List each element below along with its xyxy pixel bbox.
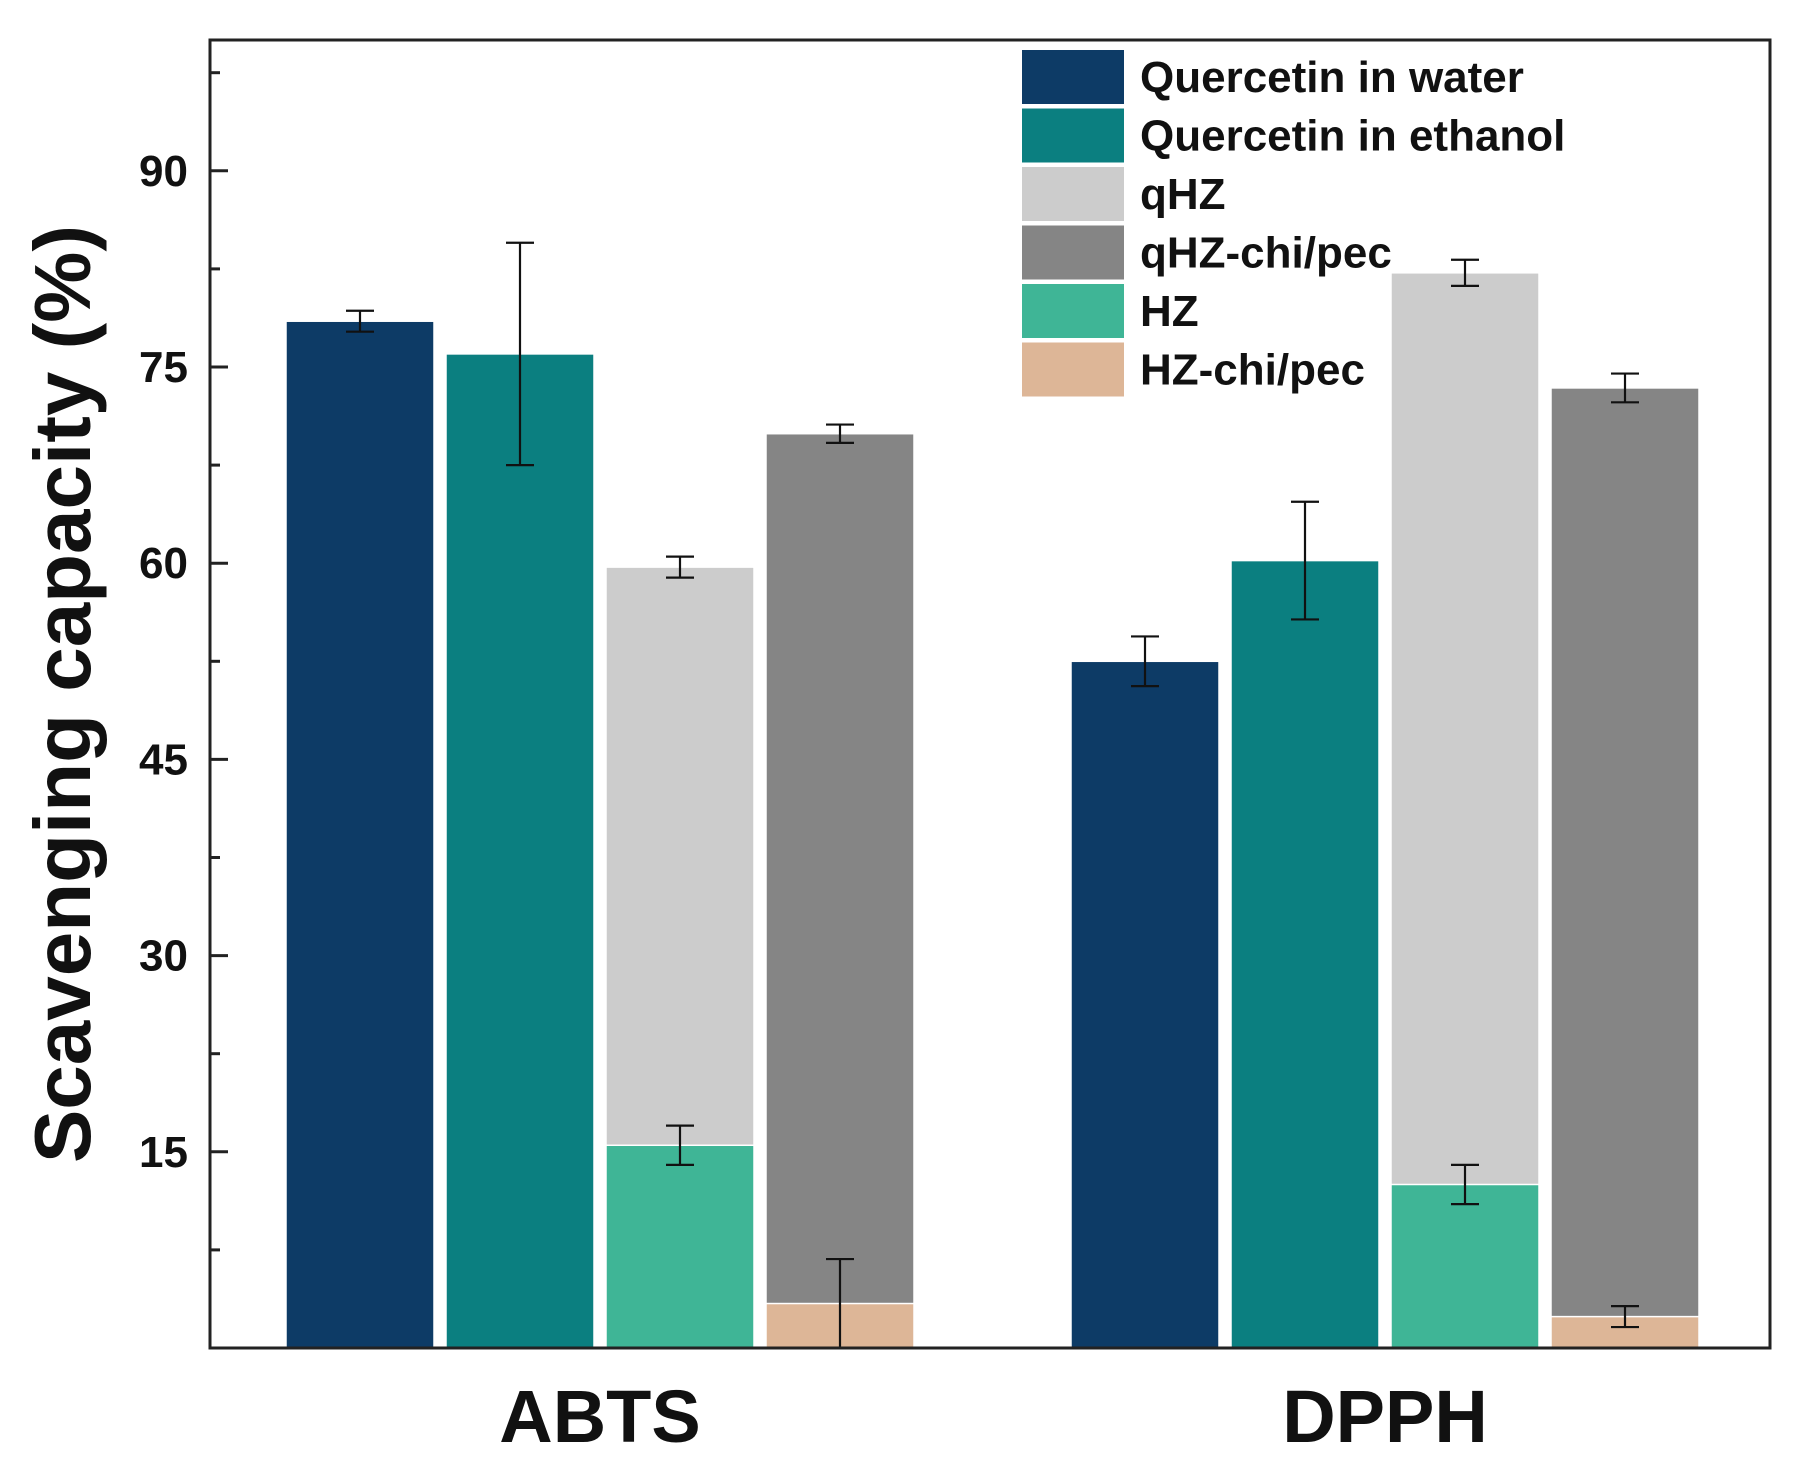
y-tick-label: 75 [139,343,188,392]
legend-swatch [1022,50,1124,104]
legend-swatch [1022,284,1124,338]
error-bar [666,1124,694,1166]
y-tick-label: 60 [139,539,188,588]
error-bar [1451,1163,1479,1206]
legend-swatch [1022,167,1124,221]
y-tick-label: 15 [139,1128,188,1177]
legend-label: HZ [1140,287,1199,336]
bars-layer [285,272,1700,1349]
bar-quercetin-in-water-dpph [1070,660,1220,1349]
legend-label: qHZ [1140,170,1226,219]
legend-item: qHZ-chi/pec [1022,225,1392,280]
bar-quercetin-in-water-abts [285,320,435,1349]
error-bar [666,555,694,579]
legend-swatch [1022,108,1124,163]
error-bar [1131,635,1159,688]
bar-hz-chi-pec-dpph [1550,1315,1700,1349]
legend-swatch [1022,225,1124,280]
plot-frame [208,38,1772,1350]
error-bar [1611,372,1639,404]
bar-quercetin-in-ethanol-dpph [1230,559,1380,1349]
y-axis: 15 30 45 60 75 90 [139,71,228,1252]
y-axis-title: Scavenging capacity (%) [18,225,107,1163]
legend-label: HZ-chi/pec [1140,346,1365,395]
bar-quercetin-in-ethanol-abts [445,353,595,1349]
error-bar [1611,1305,1639,1329]
bar-hz-dpph [1390,1183,1540,1349]
legend-label: Quercetin in ethanol [1140,112,1565,161]
y-tick-label: 45 [139,735,188,784]
legend: Quercetin in water Quercetin in ethanol qH… [1022,50,1565,397]
legend-item: qHZ [1022,167,1226,221]
bar-qhz-chi-pec-abts [765,432,915,1349]
y-tick-label: 90 [139,147,188,196]
legend-item: HZ [1022,284,1199,338]
error-bar [346,309,374,333]
x-axis: ABTS DPPH [499,1375,1488,1458]
legend-label: qHZ-chi/pec [1140,229,1392,278]
y-tick-label: 30 [139,932,188,981]
error-bar [826,1257,854,1348]
legend-label: Quercetin in water [1140,53,1524,102]
error-bar [506,241,534,467]
legend-item: Quercetin in water [1022,50,1524,104]
x-category-label: ABTS [499,1375,700,1458]
legend-item: Quercetin in ethanol [1022,108,1565,163]
error-bar [1291,500,1319,621]
error-bar [826,423,854,444]
legend-swatch [1022,342,1124,397]
bar-hz-abts [605,1144,755,1349]
bar-qhz-chi-pec-dpph [1550,387,1700,1349]
error-bar [1451,258,1479,288]
x-category-label: DPPH [1282,1375,1488,1458]
legend-item: HZ-chi/pec [1022,342,1365,397]
error-bars-layer [346,241,1639,1348]
